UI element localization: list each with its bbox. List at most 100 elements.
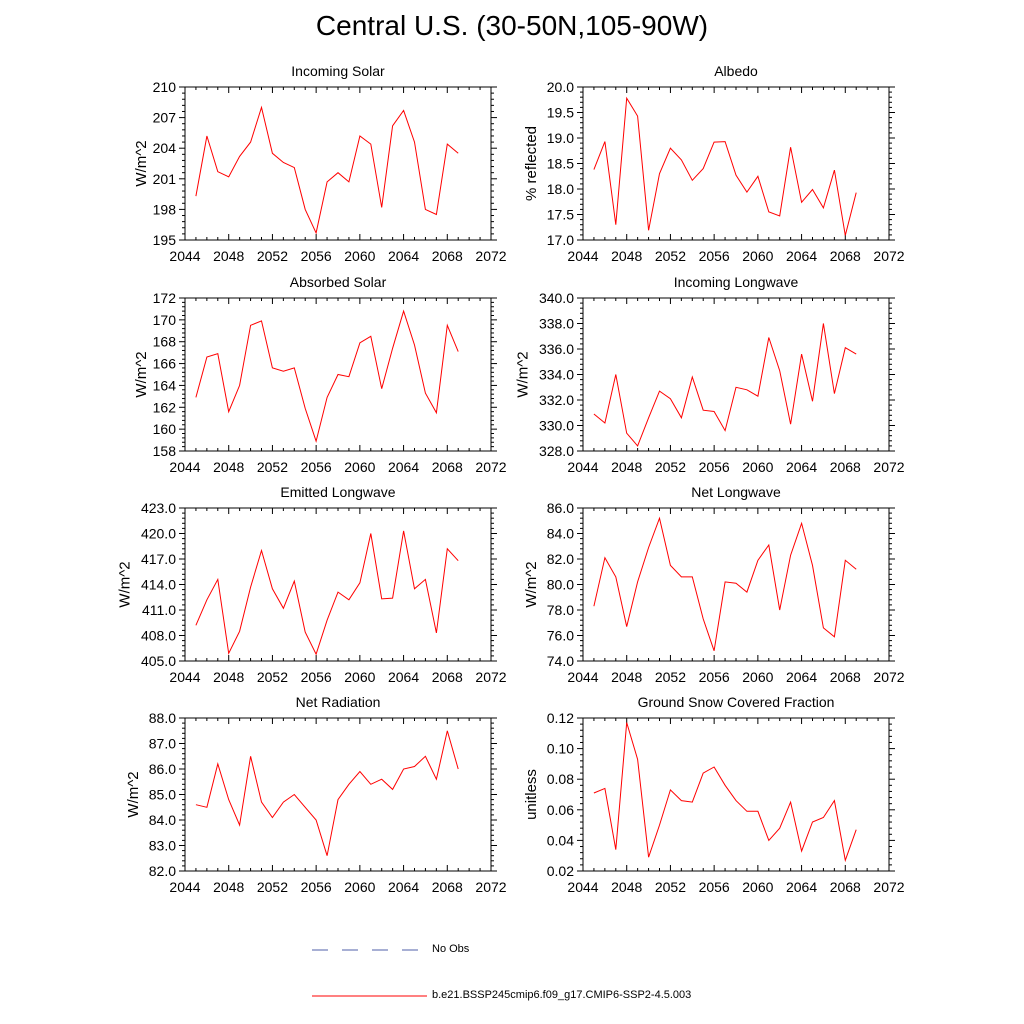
plot-frame — [582, 86, 890, 241]
x-tick-label: 2072 — [873, 879, 904, 895]
y-tick-label: 19.5 — [547, 105, 574, 121]
x-tick-label: 2044 — [567, 248, 598, 264]
plot-frame — [582, 297, 890, 452]
series-line — [593, 96, 857, 236]
y-tick-label: 172 — [153, 290, 177, 306]
y-tick-label: 18.5 — [547, 156, 574, 172]
series-line — [195, 105, 459, 235]
y-tick-label: 204 — [153, 140, 177, 156]
y-tick-label: 17.0 — [547, 232, 574, 248]
y-tick-label: 417.0 — [141, 551, 176, 567]
x-tick-label: 2056 — [301, 459, 332, 475]
panel-title: Net Longwave — [691, 484, 781, 500]
x-tick-label: 2060 — [344, 248, 375, 264]
x-tick-label: 2044 — [169, 459, 200, 475]
x-tick-label: 2044 — [169, 879, 200, 895]
x-tick-label: 2064 — [388, 669, 419, 685]
y-tick-label: 162 — [153, 399, 177, 415]
y-tick-label: 170 — [153, 312, 177, 328]
panel-title: Incoming Longwave — [674, 274, 799, 290]
x-tick-label: 2060 — [344, 669, 375, 685]
series-line — [593, 323, 857, 447]
x-tick-label: 2068 — [830, 459, 861, 475]
y-axis-label: W/m^2 — [515, 351, 532, 397]
x-tick-label: 2068 — [432, 459, 463, 475]
page-title: Central U.S. (30-50N,105-90W) — [315, 10, 709, 41]
x-tick-label: 2068 — [830, 248, 861, 264]
y-tick-label: 201 — [153, 171, 177, 187]
y-tick-label: 0.04 — [547, 832, 574, 848]
series-line — [195, 730, 459, 856]
x-tick-label: 2068 — [830, 879, 861, 895]
x-tick-label: 2052 — [257, 669, 288, 685]
panel-albedo: 2044 2048 2052 2056 2060 2064 2068 2072 17.0 17.5… — [523, 63, 905, 264]
x-tick-label: 2068 — [432, 669, 463, 685]
panel-title: Emitted Longwave — [280, 484, 395, 500]
y-tick-label: 414.0 — [141, 577, 176, 593]
x-tick-label: 2056 — [301, 669, 332, 685]
y-tick-label: 85.0 — [149, 787, 176, 803]
panel-ground-snow-covered-fraction: 2044 2048 2052 2056 2060 2064 2068 2072 0.02 0.04… — [523, 694, 905, 895]
x-tick-label: 2060 — [742, 669, 773, 685]
x-tick-label: 2056 — [699, 459, 730, 475]
y-tick-label: 18.0 — [547, 181, 574, 197]
y-tick-label: 408.0 — [141, 628, 176, 644]
y-tick-label: 0.08 — [547, 771, 574, 787]
series-line — [593, 516, 857, 651]
x-tick-label: 2048 — [611, 879, 642, 895]
y-tick-label: 168 — [153, 334, 177, 350]
y-tick-label: 19.0 — [547, 130, 574, 146]
series-line — [195, 530, 459, 656]
x-tick-label: 2064 — [388, 879, 419, 895]
y-axis-label: W/m^2 — [523, 561, 540, 607]
y-tick-label: 411.0 — [142, 602, 176, 618]
x-tick-label: 2048 — [213, 459, 244, 475]
x-tick-label: 2072 — [873, 459, 904, 475]
panel-incoming-longwave: 2044 2048 2052 2056 2060 2064 2068 2072 328.0 330… — [515, 274, 905, 475]
y-tick-label: 160 — [153, 421, 177, 437]
panel-title: Absorbed Solar — [290, 274, 387, 290]
y-tick-label: 336.0 — [539, 341, 574, 357]
x-tick-label: 2056 — [301, 879, 332, 895]
y-tick-label: 340.0 — [539, 290, 574, 306]
y-tick-label: 86.0 — [149, 761, 176, 777]
x-tick-label: 2072 — [475, 669, 506, 685]
panel-emitted-longwave: 2044 2048 2052 2056 2060 2064 2068 2072 405.0 408… — [117, 484, 507, 685]
y-tick-label: 332.0 — [539, 392, 574, 408]
y-tick-label: 83.0 — [149, 838, 176, 854]
y-tick-label: 78.0 — [547, 602, 574, 618]
x-tick-label: 2072 — [873, 248, 904, 264]
panel-absorbed-solar: 2044 2048 2052 2056 2060 2064 2068 2072 158 160 16… — [133, 274, 507, 475]
x-tick-label: 2044 — [567, 879, 598, 895]
plot-frame — [184, 507, 492, 662]
panel-title: Ground Snow Covered Fraction — [638, 694, 835, 710]
x-tick-label: 2044 — [169, 248, 200, 264]
y-axis-label: unitless — [523, 769, 540, 820]
y-axis-label: W/m^2 — [125, 771, 142, 817]
legend-obs-line — [312, 949, 427, 951]
x-tick-label: 2048 — [611, 248, 642, 264]
x-tick-label: 2072 — [475, 459, 506, 475]
y-tick-label: 338.0 — [539, 316, 574, 332]
x-tick-label: 2060 — [742, 879, 773, 895]
y-tick-label: 0.10 — [547, 741, 574, 757]
series-line — [195, 309, 459, 443]
y-tick-label: 158 — [153, 443, 177, 459]
y-tick-label: 207 — [153, 110, 177, 126]
y-tick-label: 210 — [153, 79, 177, 95]
y-tick-label: 328.0 — [539, 443, 574, 459]
x-tick-label: 2044 — [567, 459, 598, 475]
y-tick-label: 164 — [153, 377, 177, 393]
x-tick-label: 2044 — [567, 669, 598, 685]
panel-net-longwave: 2044 2048 2052 2056 2060 2064 2068 2072 74.0 76.0… — [523, 484, 905, 685]
panel-title: Incoming Solar — [291, 63, 385, 79]
x-tick-label: 2068 — [432, 248, 463, 264]
x-tick-label: 2048 — [213, 879, 244, 895]
y-tick-label: 87.0 — [149, 736, 176, 752]
x-tick-label: 2064 — [786, 879, 817, 895]
x-tick-label: 2048 — [611, 459, 642, 475]
y-tick-label: 423.0 — [141, 500, 176, 516]
series-line — [593, 722, 857, 863]
x-tick-label: 2052 — [655, 669, 686, 685]
